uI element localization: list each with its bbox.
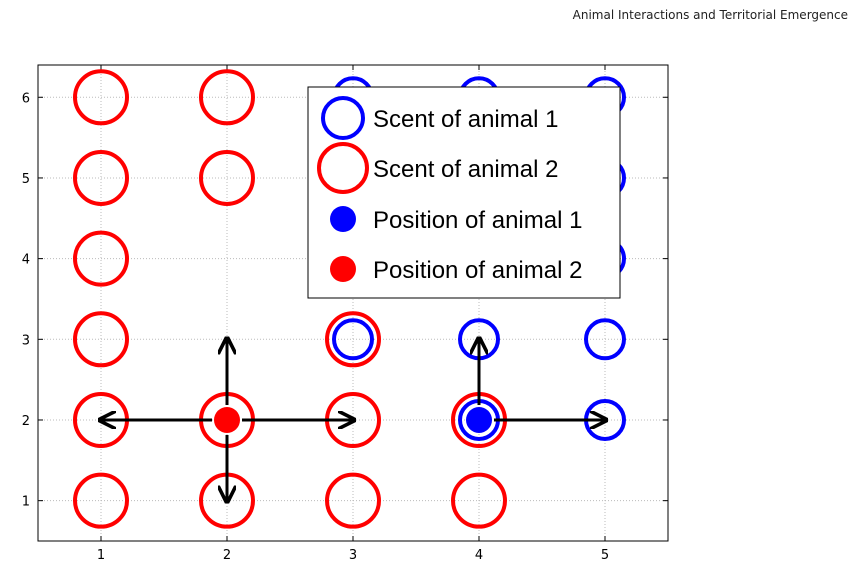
scent-animal-2-marker — [73, 69, 129, 126]
scent-animal-2-marker — [73, 230, 129, 287]
y-tick-label: 2 — [22, 414, 30, 429]
scent-animal-2-marker — [73, 311, 129, 368]
scent-animal-2-marker — [325, 311, 381, 368]
y-tick-label: 4 — [22, 253, 30, 268]
y-tick-label: 1 — [22, 495, 30, 510]
scent-animal-2-marker — [73, 149, 129, 206]
scent-animal-1-marker — [584, 318, 626, 361]
legend-marker-position-animal-2 — [330, 256, 356, 282]
legend-label: Scent of animal 1 — [373, 106, 558, 133]
legend-marker-scent-animal-2 — [317, 142, 369, 194]
scent-animal-2-marker — [73, 472, 129, 529]
legend-marker-scent-animal-1 — [321, 96, 365, 140]
y-tick-label: 3 — [22, 333, 30, 348]
page-title: Animal Interactions and Territorial Emer… — [572, 8, 848, 22]
scent-animal-2-marker — [325, 472, 381, 529]
position-animal-1-dot — [466, 406, 492, 433]
y-tick-label: 5 — [22, 172, 30, 187]
scent-animal-2-marker — [199, 149, 255, 206]
x-tick-label: 1 — [97, 548, 105, 563]
x-tick-label: 4 — [475, 548, 483, 563]
scent-animal-2-marker — [199, 69, 255, 126]
legend-label: Position of animal 2 — [373, 257, 582, 284]
legend-box — [307, 86, 621, 299]
scent-animal-2-marker — [451, 472, 507, 529]
x-tick-label: 5 — [601, 548, 609, 563]
x-tick-label: 2 — [223, 548, 231, 563]
legend-label: Position of animal 1 — [373, 207, 582, 234]
scent-animal-1-marker — [332, 318, 374, 361]
position-animal-2-dot — [214, 406, 240, 433]
y-tick-label: 6 — [22, 91, 30, 106]
legend-label: Scent of animal 2 — [373, 156, 558, 183]
x-tick-label: 3 — [349, 548, 357, 563]
legend-marker-position-animal-1 — [330, 206, 356, 232]
legend: Scent of animal 1 Scent of animal 2 Posi… — [307, 86, 621, 299]
